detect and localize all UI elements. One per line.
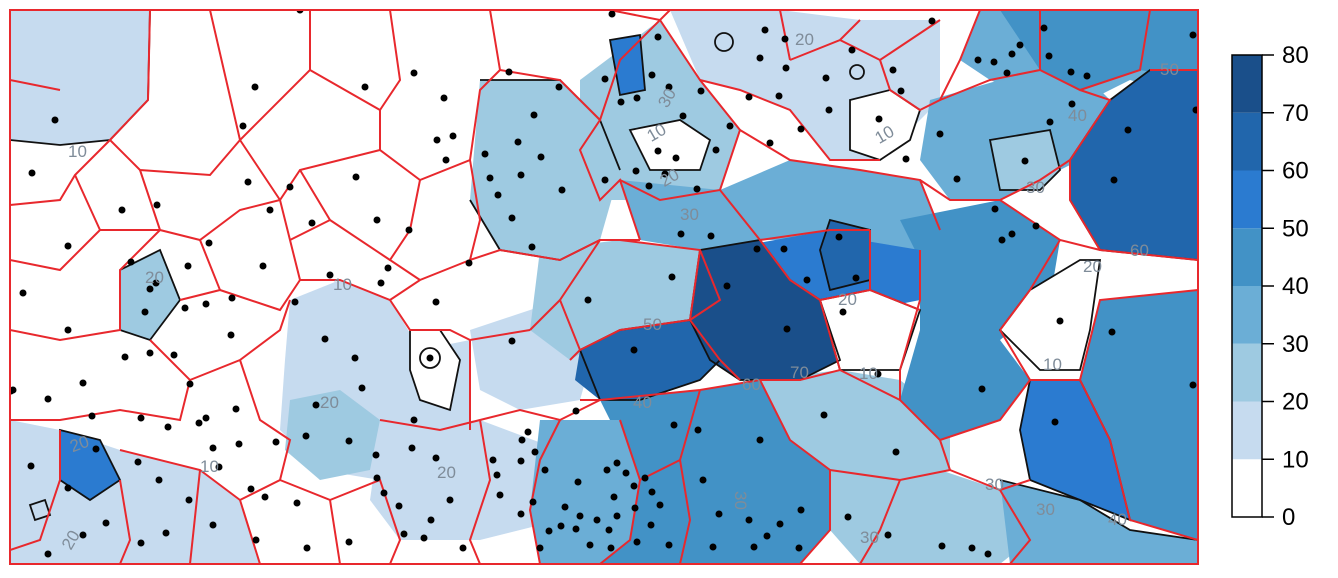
legend-band bbox=[1232, 343, 1262, 402]
contour-label: 40 bbox=[1108, 510, 1127, 529]
legend-tick-label: 10 bbox=[1282, 446, 1309, 473]
fill-region bbox=[590, 380, 830, 564]
legend-band bbox=[1232, 112, 1262, 171]
contour-label: 30 bbox=[731, 491, 750, 510]
legend-tick-label: 0 bbox=[1282, 504, 1295, 531]
contour-label: 50 bbox=[643, 315, 662, 334]
contour-label: 10 bbox=[200, 457, 219, 476]
legend-band bbox=[1232, 228, 1262, 286]
fill-region bbox=[575, 320, 720, 400]
contour-label: 50 bbox=[1160, 60, 1179, 79]
legend-tick-label: 70 bbox=[1282, 100, 1309, 127]
contour-label: 20 bbox=[795, 30, 814, 49]
contour-label: 10 bbox=[333, 275, 352, 294]
legend-band bbox=[1232, 170, 1262, 229]
legend-band bbox=[1232, 459, 1262, 517]
fill-region bbox=[850, 90, 920, 160]
fill-region bbox=[120, 250, 180, 340]
fill-region bbox=[690, 240, 840, 380]
fill-region bbox=[530, 420, 640, 564]
contour-label: 30 bbox=[985, 475, 1004, 494]
contour-label: 10 bbox=[68, 142, 87, 161]
legend-tick-label: 80 bbox=[1282, 42, 1309, 69]
fill-region bbox=[285, 390, 380, 480]
fill-region bbox=[820, 220, 870, 290]
legend-tick-label: 40 bbox=[1282, 273, 1309, 300]
contour-label: 70 bbox=[790, 363, 809, 382]
fill-region bbox=[1020, 380, 1130, 520]
contour-label: 20 bbox=[437, 463, 456, 482]
legend-band bbox=[1232, 401, 1262, 460]
legend-band bbox=[1232, 55, 1262, 113]
contour-label: 40 bbox=[633, 393, 652, 412]
contour-label: 60 bbox=[742, 375, 761, 394]
voronoi-edges bbox=[10, 10, 1198, 564]
fill-region bbox=[410, 330, 460, 410]
contour-label: 20 bbox=[1083, 257, 1102, 276]
fill-region bbox=[1000, 480, 1198, 564]
fill-region bbox=[630, 120, 710, 170]
legend-tick-label: 50 bbox=[1282, 215, 1309, 242]
contour-label: 20 bbox=[320, 393, 339, 412]
fill-region bbox=[10, 10, 150, 145]
contour-label: 30 bbox=[1026, 178, 1045, 197]
fill-region bbox=[830, 470, 1030, 564]
fill-region bbox=[370, 420, 560, 540]
fill-region bbox=[1080, 290, 1198, 540]
legend-tick-label: 20 bbox=[1282, 389, 1309, 416]
legend-tick-label: 30 bbox=[1282, 331, 1309, 358]
plot-frame bbox=[9, 9, 1199, 565]
contour-label: 30 bbox=[860, 528, 879, 547]
data-points bbox=[10, 10, 1198, 558]
legend-tick-label: 60 bbox=[1282, 158, 1309, 185]
legend-band bbox=[1232, 286, 1262, 344]
contour-label: 30 bbox=[1036, 500, 1055, 519]
fill-region bbox=[1070, 70, 1198, 260]
contour-label: 60 bbox=[1130, 241, 1149, 260]
fill-region bbox=[1000, 260, 1100, 370]
contour-label: 40 bbox=[1068, 106, 1087, 125]
contour-label: 10 bbox=[1043, 355, 1062, 374]
contour-label: 20 bbox=[145, 268, 164, 287]
fill-region bbox=[610, 35, 645, 95]
contour-label: 20 bbox=[838, 290, 857, 309]
contour-label: 10 bbox=[859, 364, 878, 383]
contour-label: 30 bbox=[680, 205, 699, 224]
fill-region bbox=[900, 200, 1060, 440]
color-legend: 0 10 20 30 40 50 60 70 80 bbox=[1231, 42, 1309, 531]
fill-region bbox=[60, 430, 120, 500]
